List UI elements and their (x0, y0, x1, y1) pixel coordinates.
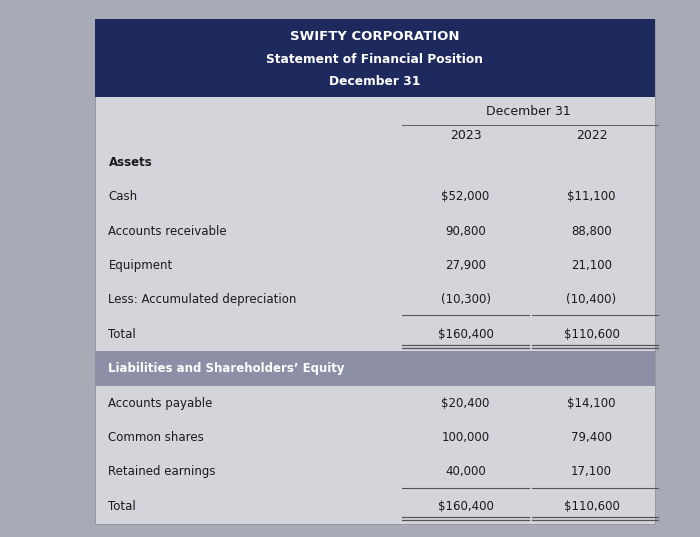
Text: Cash: Cash (108, 190, 138, 203)
FancyBboxPatch shape (94, 19, 654, 524)
Text: 40,000: 40,000 (445, 466, 486, 478)
Text: (10,300): (10,300) (440, 293, 491, 307)
Text: 100,000: 100,000 (442, 431, 489, 444)
Text: $11,100: $11,100 (567, 190, 616, 203)
Text: Total: Total (108, 500, 136, 513)
Text: (10,400): (10,400) (566, 293, 617, 307)
Text: 2022: 2022 (575, 129, 608, 142)
Text: Statement of Financial Position: Statement of Financial Position (266, 53, 483, 66)
FancyBboxPatch shape (94, 352, 654, 386)
Text: 90,800: 90,800 (445, 224, 486, 237)
Text: $14,100: $14,100 (567, 397, 616, 410)
Text: $20,400: $20,400 (441, 397, 490, 410)
Text: $52,000: $52,000 (442, 190, 489, 203)
Text: 88,800: 88,800 (571, 224, 612, 237)
Text: Common shares: Common shares (108, 431, 204, 444)
Text: SWIFTY CORPORATION: SWIFTY CORPORATION (290, 30, 459, 42)
Text: December 31: December 31 (486, 105, 571, 118)
Text: Retained earnings: Retained earnings (108, 466, 216, 478)
Text: $110,600: $110,600 (564, 500, 620, 513)
Text: 27,900: 27,900 (445, 259, 486, 272)
Text: $110,600: $110,600 (564, 328, 620, 341)
Text: $160,400: $160,400 (438, 500, 494, 513)
Text: Accounts payable: Accounts payable (108, 397, 213, 410)
Text: Accounts receivable: Accounts receivable (108, 224, 227, 237)
Text: Less: Accumulated depreciation: Less: Accumulated depreciation (108, 293, 297, 307)
Text: Liabilities and Shareholders’ Equity: Liabilities and Shareholders’ Equity (108, 362, 345, 375)
Text: 79,400: 79,400 (571, 431, 612, 444)
Text: Equipment: Equipment (108, 259, 173, 272)
Text: 17,100: 17,100 (571, 466, 612, 478)
Text: December 31: December 31 (329, 75, 420, 88)
Text: Total: Total (108, 328, 136, 341)
Text: $160,400: $160,400 (438, 328, 494, 341)
Text: 21,100: 21,100 (571, 259, 612, 272)
Text: 2023: 2023 (449, 129, 482, 142)
FancyBboxPatch shape (94, 19, 654, 97)
Text: Assets: Assets (108, 156, 153, 169)
